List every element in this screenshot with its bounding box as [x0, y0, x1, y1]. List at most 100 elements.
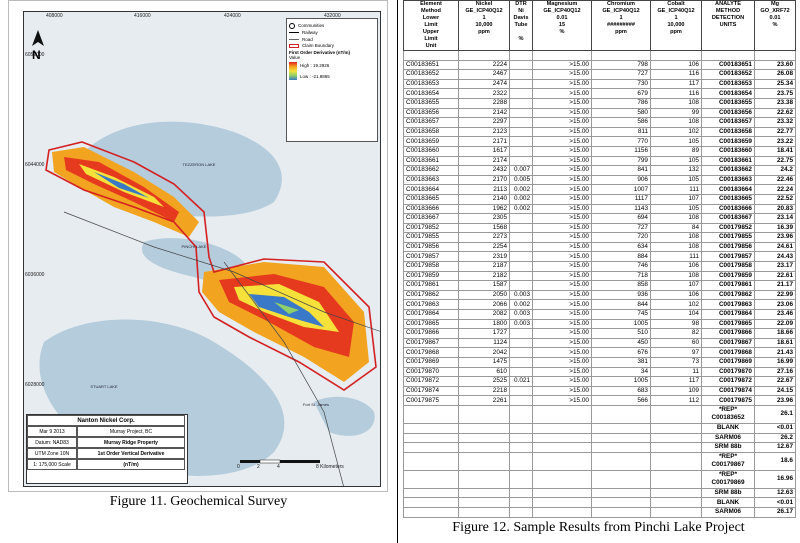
- table-cell: 1617: [458, 145, 510, 157]
- table-cell: 102: [650, 126, 702, 138]
- qc-value: 18.6: [754, 451, 796, 471]
- table-cell: >15.00: [532, 97, 592, 109]
- table-cell: 108: [650, 97, 702, 109]
- column-header: Chromium GE_ICP40Q12 1 ######### ppm: [591, 0, 651, 51]
- table-cell: C00179865: [701, 318, 755, 330]
- qc-row: *REP* C00179867 18.6: [403, 451, 796, 471]
- table-cell: [509, 357, 533, 368]
- table-cell: C00183658: [701, 126, 755, 138]
- scale-label: 4: [277, 464, 280, 470]
- table-cell: 107: [650, 280, 702, 291]
- column-header: DTR Ni Davis Tube %: [509, 0, 533, 51]
- table-cell: >15.00: [532, 299, 592, 311]
- table-cell: [458, 432, 510, 444]
- table-cell: >15.00: [532, 213, 592, 224]
- table-cell: 84: [650, 222, 702, 234]
- qc-value: 26.1: [754, 404, 796, 424]
- table-row: C00183662 2432 0.007 >15.00 841 132 C00183662 2…: [403, 165, 796, 176]
- table-cell: 580: [591, 107, 651, 119]
- table-cell: C00183655: [403, 97, 459, 109]
- table-cell: C00183660: [403, 145, 459, 157]
- table-row: C00183666 1962 0.002 >15.00 1143 105 C00183666…: [403, 203, 796, 215]
- qc-label: *REP* C00179867: [701, 451, 755, 471]
- table-cell: [509, 469, 533, 489]
- column-header: Cobalt GE_ICP40Q12 1 10,000 ppm: [650, 0, 702, 51]
- table-cell: C00183661: [403, 155, 459, 167]
- table-cell: 694: [591, 213, 651, 224]
- table-cell: [403, 451, 459, 471]
- table-cell: 2113: [458, 184, 510, 195]
- table-cell: C00183657: [701, 117, 755, 128]
- table-cell: 105: [650, 203, 702, 215]
- table-cell: 2254: [458, 241, 510, 253]
- table-cell: C00179861: [403, 280, 459, 291]
- table-cell: >15.00: [532, 261, 592, 272]
- table-cell: >15.00: [532, 289, 592, 301]
- table-cell: [403, 50, 459, 61]
- table-cell: 906: [591, 174, 651, 186]
- x-tick-label: 408000: [46, 13, 63, 19]
- table-cell: C00183656: [403, 107, 459, 119]
- sample-results-table: Element Method Lower Limit Upper Limit Unit Nic…: [403, 0, 796, 518]
- property-name: Murray Ridge Property: [77, 437, 185, 448]
- table-cell: 727: [591, 222, 651, 234]
- table-cell: 2432: [458, 165, 510, 176]
- table-cell: 1124: [458, 337, 510, 349]
- table-cell: C00179859: [701, 270, 755, 282]
- y-tick-label: 6036000: [25, 272, 45, 278]
- table-cell: 1962: [458, 203, 510, 215]
- table-cell: 1587: [458, 280, 510, 291]
- table-row: C00183663 2170 0.005 >15.00 906 105 C00183663 2…: [403, 174, 796, 186]
- qc-row: BLANK <0.01: [403, 422, 796, 434]
- qc-row: SRM 88b 12.63: [403, 487, 796, 499]
- table-cell: >15.00: [532, 357, 592, 368]
- table-cell: 22.99: [754, 289, 796, 301]
- table-cell: C00183653: [403, 78, 459, 90]
- table-row: C00183659 2171 >15.00 770 105 C00183659 23.22: [403, 136, 796, 147]
- community-icon: [289, 22, 295, 29]
- table-cell: 2218: [458, 385, 510, 397]
- table-cell: [403, 404, 459, 424]
- table-cell: 34: [591, 366, 651, 378]
- table-cell: C00183659: [403, 136, 459, 147]
- table-cell: 108: [650, 241, 702, 253]
- table-cell: [532, 497, 592, 508]
- table-cell: C00183660: [701, 145, 755, 157]
- column-header-line: 1: [482, 15, 486, 21]
- anomaly-zone-northwest: [52, 147, 199, 237]
- y-tick-label: 6052000: [25, 52, 45, 58]
- table-cell: 23.46: [754, 309, 796, 320]
- table-cell: [509, 126, 533, 138]
- table-cell: [532, 422, 592, 434]
- table-cell: 798: [591, 59, 651, 71]
- table-cell: C00183661: [701, 155, 755, 167]
- table-cell: 745: [591, 309, 651, 320]
- table-cell: [650, 442, 702, 453]
- table-cell: 23.32: [754, 117, 796, 128]
- table-cell: 26.08: [754, 69, 796, 80]
- column-header-line: [511, 29, 531, 36]
- table-cell: 770: [591, 136, 651, 147]
- table-cell: 105: [650, 136, 702, 147]
- table-cell: [509, 155, 533, 167]
- table-cell: C00183665: [403, 193, 459, 205]
- column-header-line: ppm: [615, 29, 627, 35]
- table-row: C00179872 2525 0.021 >15.00 1005 117 C00179872…: [403, 376, 796, 387]
- table-cell: C00183663: [701, 174, 755, 186]
- table-cell: 0.003: [509, 318, 533, 330]
- table-cell: [509, 366, 533, 378]
- table-cell: C00179855: [403, 232, 459, 243]
- table-cell: >15.00: [532, 107, 592, 119]
- table-cell: [532, 469, 592, 489]
- table-cell: [532, 487, 592, 499]
- lake-label: PINCHI LAKE: [181, 244, 207, 249]
- table-cell: [650, 497, 702, 508]
- scale-label: 0: [237, 464, 240, 470]
- table-cell: 108: [650, 232, 702, 243]
- table-cell: [458, 422, 510, 434]
- table-cell: 2305: [458, 213, 510, 224]
- column-header-line: 10,000: [667, 22, 685, 28]
- table-cell: 105: [650, 155, 702, 167]
- table-cell: 108: [650, 213, 702, 224]
- figure-12-table-panel: Element Method Lower Limit Upper Limit Unit Nic…: [403, 0, 796, 518]
